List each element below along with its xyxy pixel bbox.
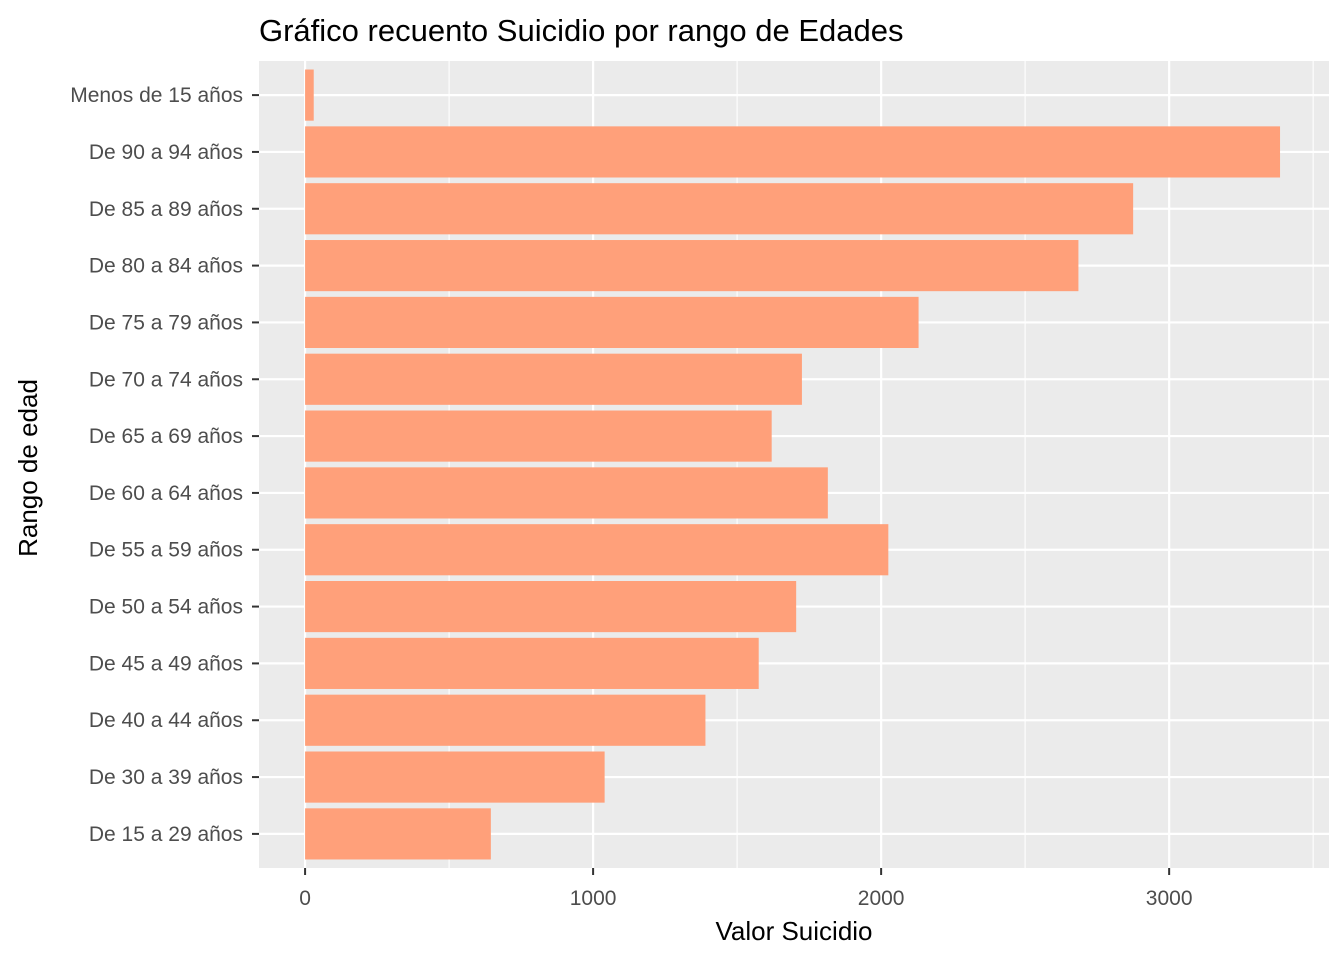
bar [305,353,802,405]
x-tick-label: 1000 [570,887,617,910]
x-axis-title: Valor Suicidio [715,916,872,946]
y-tick-label: De 80 a 84 años [89,255,243,278]
y-tick-label: De 70 a 74 años [89,368,243,391]
x-tick-label: 2000 [858,887,905,910]
y-tick-label: De 30 a 39 años [89,766,243,789]
bar [305,183,1134,235]
bar [305,240,1079,292]
y-tick-label: De 45 a 49 años [89,652,243,675]
y-tick-label: De 15 a 29 años [89,823,243,846]
bar [305,637,759,689]
y-tick-label: De 50 a 54 años [89,596,243,619]
y-axis: De 15 a 29 años De 30 a 39 años De 40 a 44… [70,84,259,846]
x-axis: 0 1000 2000 3000 [299,868,1193,910]
y-tick-label: De 90 a 94 años [89,141,243,164]
bar [305,126,1281,178]
chart-title: Gráfico recuento Suicidio por rango de E… [259,13,904,48]
y-tick-label: De 40 a 44 años [89,709,243,732]
bar [305,808,491,860]
bar [305,69,314,121]
bars [305,69,1281,860]
bar [305,467,828,519]
bar [305,694,706,746]
bar [305,296,919,348]
bar [305,581,797,633]
y-tick-label: De 60 a 64 años [89,482,243,505]
y-tick-label: De 65 a 69 años [89,425,243,448]
x-tick-label: 0 [299,887,311,910]
bar [305,524,889,576]
x-tick-label: 3000 [1146,887,1193,910]
y-tick-label: De 75 a 79 años [89,311,243,334]
y-tick-label: De 55 a 59 años [89,539,243,562]
bar [305,410,772,462]
y-tick-label: De 85 a 89 años [89,198,243,221]
y-axis-title: Rango de edad [13,379,43,557]
y-tick-label: Menos de 15 años [70,84,243,107]
bar [305,751,605,803]
